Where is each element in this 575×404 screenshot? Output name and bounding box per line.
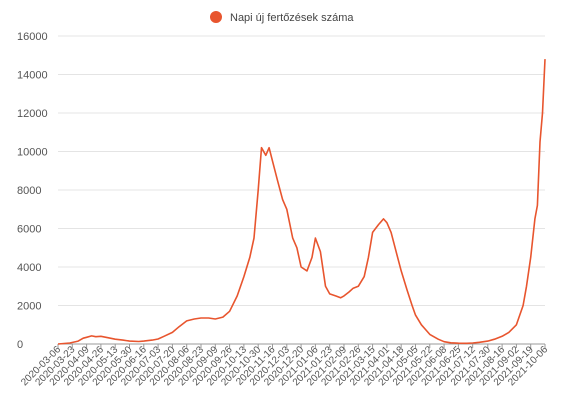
series-line xyxy=(57,59,546,345)
y-tick-label: 8000 xyxy=(17,185,41,197)
x-axis: 2020-03-062020-03-232020-04-092020-04-26… xyxy=(19,344,550,388)
y-axis: 0 2000 4000 6000 8000 10000 12000 14000 16000 xyxy=(17,31,48,351)
gridlines xyxy=(58,35,545,345)
series-group xyxy=(57,59,546,345)
y-tick-label: 14000 xyxy=(17,70,48,82)
y-tick-label: 12000 xyxy=(17,108,48,120)
y-tick-label: 4000 xyxy=(17,262,41,274)
legend-marker xyxy=(210,11,222,23)
y-tick-label: 10000 xyxy=(17,147,48,159)
y-tick-label: 6000 xyxy=(17,224,41,236)
y-tick-label: 0 xyxy=(17,339,23,351)
y-tick-label: 16000 xyxy=(17,31,48,43)
legend: Napi új fertőzések száma xyxy=(210,11,354,24)
legend-label: Napi új fertőzések száma xyxy=(230,12,354,24)
y-tick-label: 2000 xyxy=(17,301,41,313)
